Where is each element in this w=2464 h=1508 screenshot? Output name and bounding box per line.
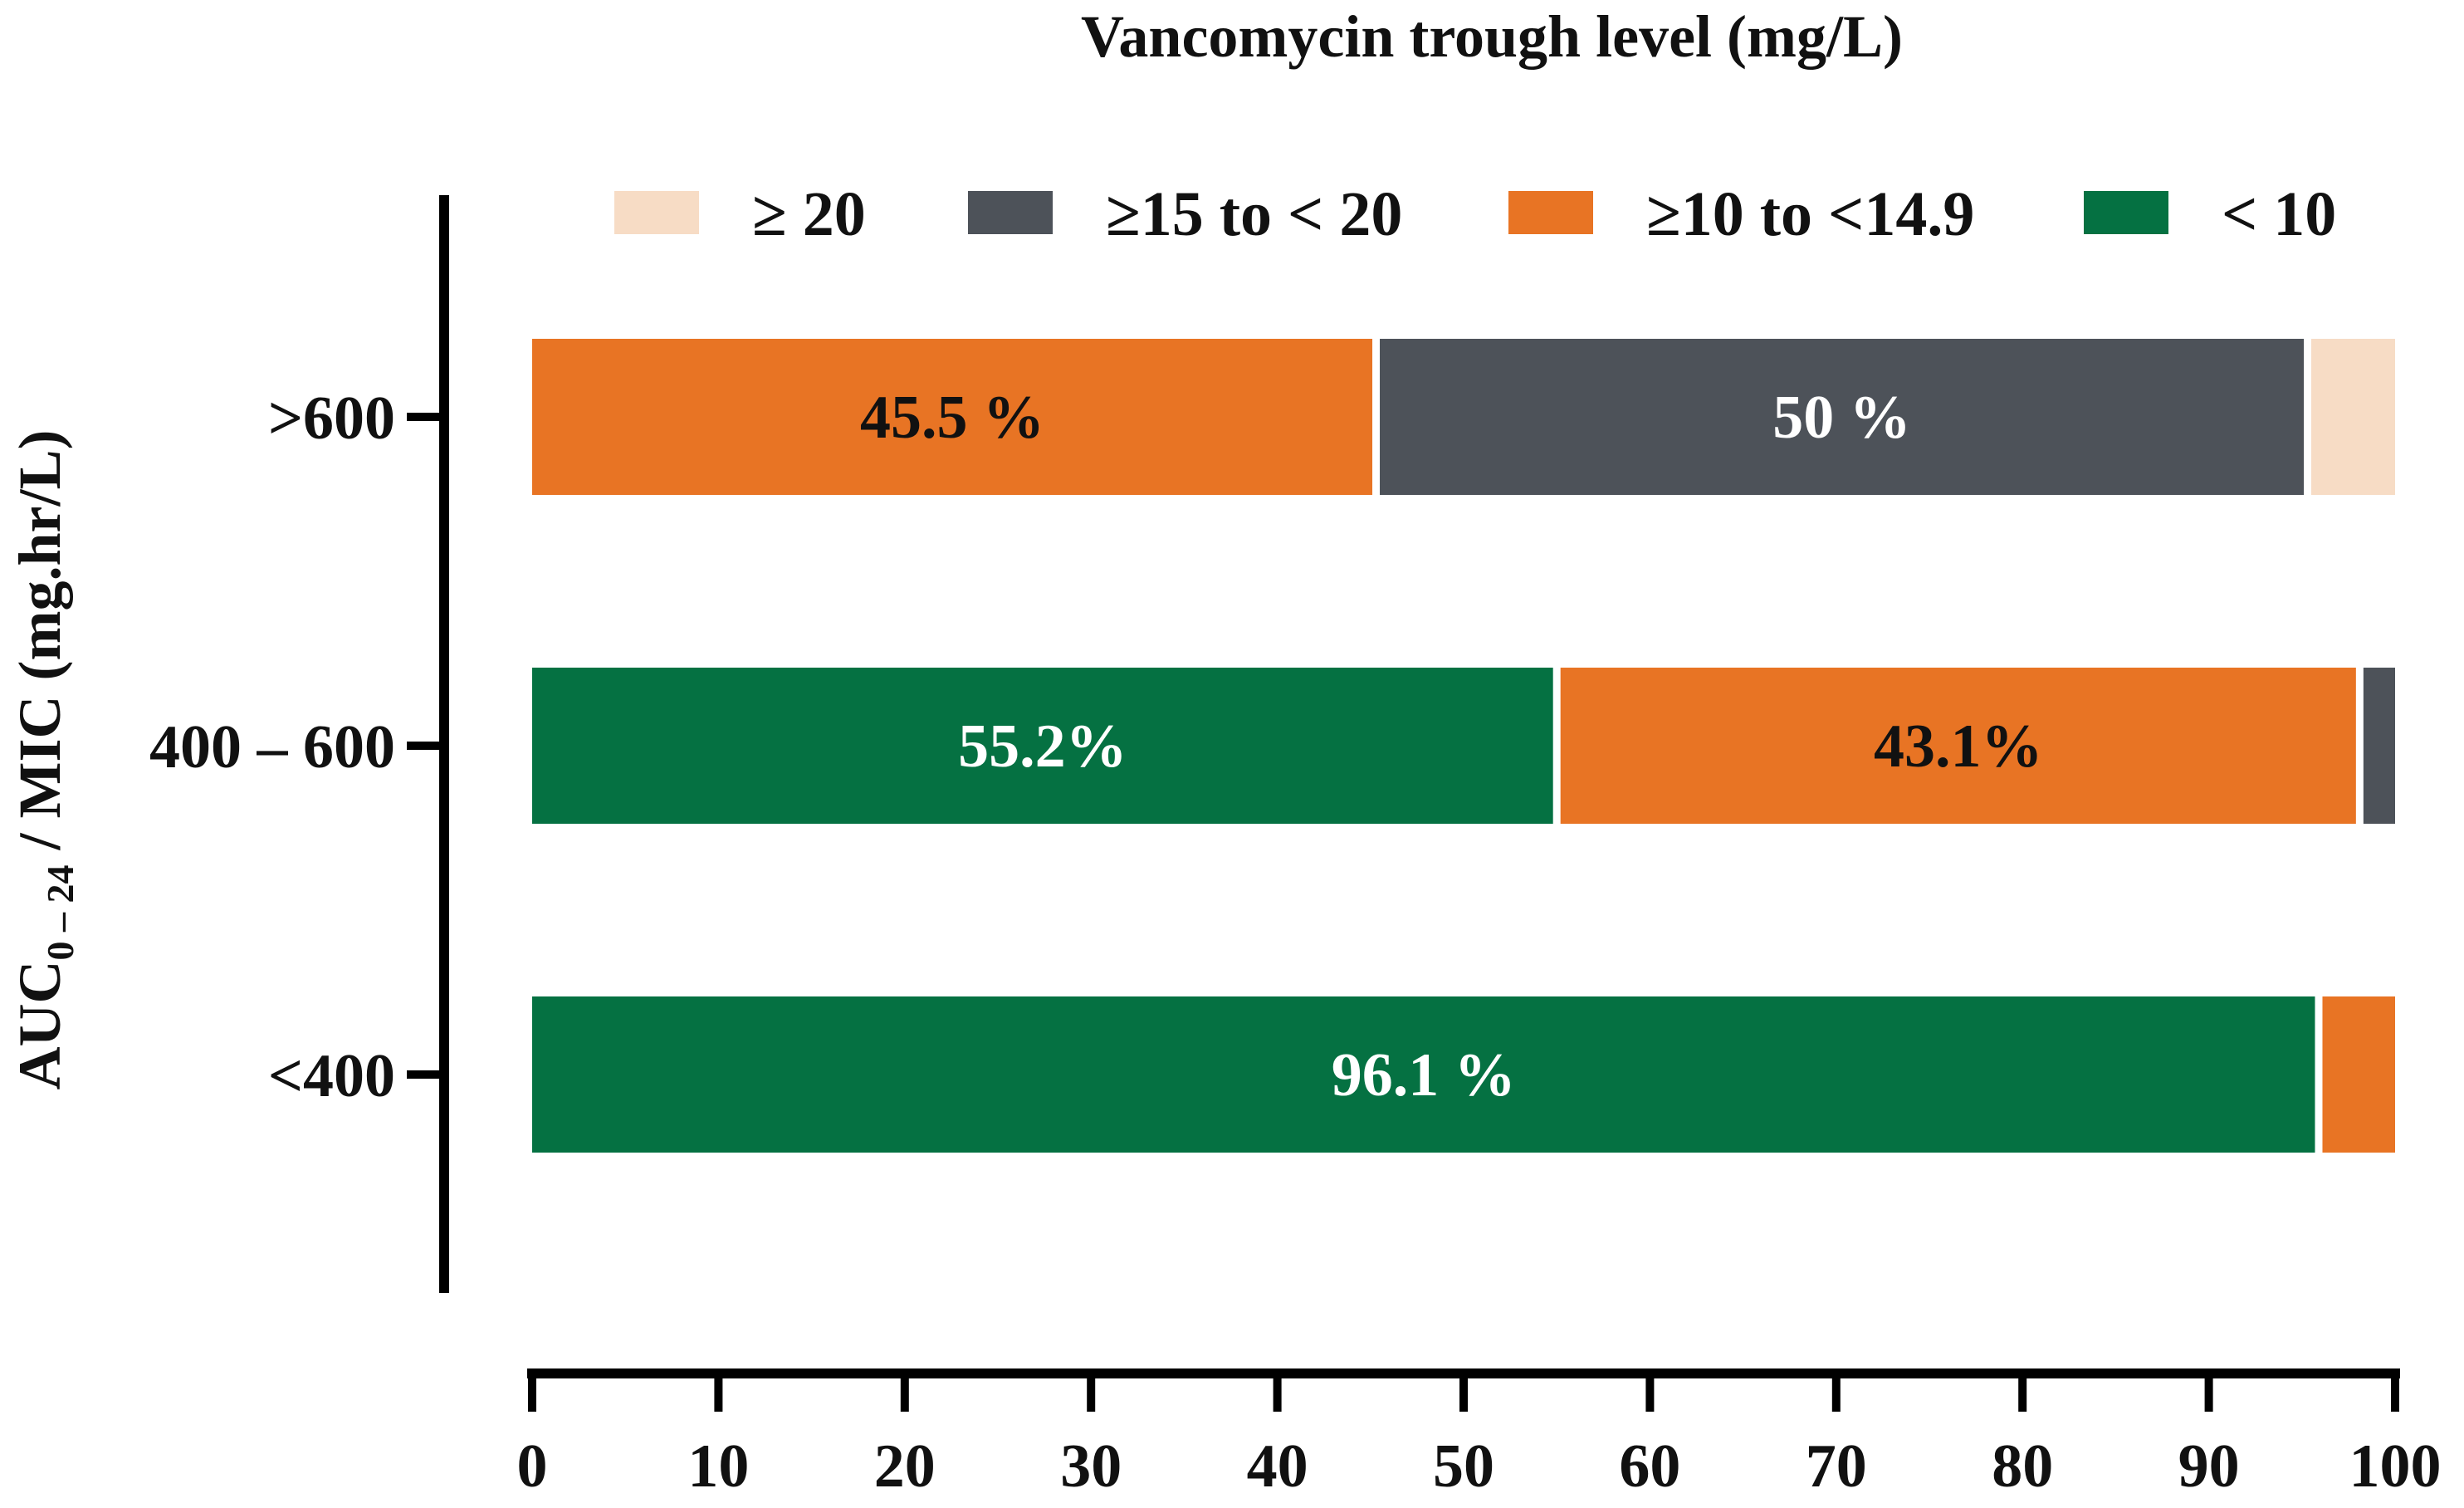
x-tick-label: 100 <box>2349 1432 2442 1501</box>
bar-row: 55.2% 43.1% <box>532 668 2395 824</box>
legend-label: ≥10 to <14.9 <box>1646 179 1974 249</box>
bar-segment <box>532 339 1373 495</box>
y-tick-label: <400 <box>268 1042 395 1110</box>
legend-swatch <box>2084 191 2168 234</box>
x-tick-label: 50 <box>1433 1432 1494 1501</box>
x-tick-label: 0 <box>517 1432 548 1501</box>
legend-item: ≥15 to < 20 <box>968 179 1402 249</box>
chart-title: Vancomycin trough level (mg/L) <box>1081 3 1903 70</box>
bar-segment <box>1560 668 2356 824</box>
legend: ≥ 20 ≥15 to < 20 ≥10 to <14.9 < 10 <box>614 179 2336 249</box>
y-axis-title: AUC0 – 24 / MIC (mg.hr/L) <box>7 430 81 1090</box>
x-tick-label: 80 <box>1992 1432 2053 1501</box>
bar-data-label: 96.1 % <box>1332 1041 1516 1109</box>
bar-data-label: 45.5 % <box>860 384 1044 452</box>
bars-group: 45.5 % 50 % 55.2% 43.1% 96.1 % <box>532 339 2395 1153</box>
legend-label: < 10 <box>2222 179 2336 249</box>
x-tick-label: 90 <box>2178 1432 2240 1501</box>
bar-data-label: 55.2% <box>958 712 1127 781</box>
legend-swatch <box>1508 191 1593 234</box>
y-tick-label: >600 <box>268 384 395 453</box>
bar-segment <box>532 668 1553 824</box>
x-tick-label: 40 <box>1247 1432 1308 1501</box>
y-axis-title-subscript: 0 – 24 <box>39 864 81 960</box>
bar-row: 96.1 % <box>532 996 2395 1153</box>
bar-data-label: 50 % <box>1772 384 1911 452</box>
legend-label: ≥15 to < 20 <box>1106 179 1402 249</box>
bar-segment <box>532 996 2315 1153</box>
bar-segment <box>2322 996 2395 1153</box>
legend-item: < 10 <box>2084 179 2336 249</box>
x-tick-label: 70 <box>1806 1432 1867 1501</box>
legend-label: ≥ 20 <box>752 179 866 249</box>
x-tick-label: 20 <box>874 1432 936 1501</box>
legend-item: ≥ 20 <box>614 179 866 249</box>
bar-segment <box>2311 339 2395 495</box>
x-tick-label: 60 <box>1619 1432 1680 1501</box>
x-axis: 0 10 20 30 40 50 60 70 80 90 100 <box>517 1368 2442 1501</box>
y-tick-label: 400 – 600 <box>149 713 395 781</box>
bar-data-label: 43.1% <box>1874 712 2043 781</box>
y-axis-title-main: AUC <box>7 960 73 1089</box>
y-axis-title-rest: / MIC (mg.hr/L) <box>7 430 73 865</box>
bar-segment <box>2363 668 2395 824</box>
legend-swatch <box>614 191 699 234</box>
y-axis: >600 400 – 600 <400 <box>149 195 449 1293</box>
x-tick-label: 10 <box>687 1432 749 1501</box>
bar-row: 45.5 % 50 % <box>532 339 2395 495</box>
bar-segment <box>1380 339 2305 495</box>
legend-item: ≥10 to <14.9 <box>1508 179 1974 249</box>
legend-swatch <box>968 191 1053 234</box>
x-tick-label: 30 <box>1060 1432 1122 1501</box>
